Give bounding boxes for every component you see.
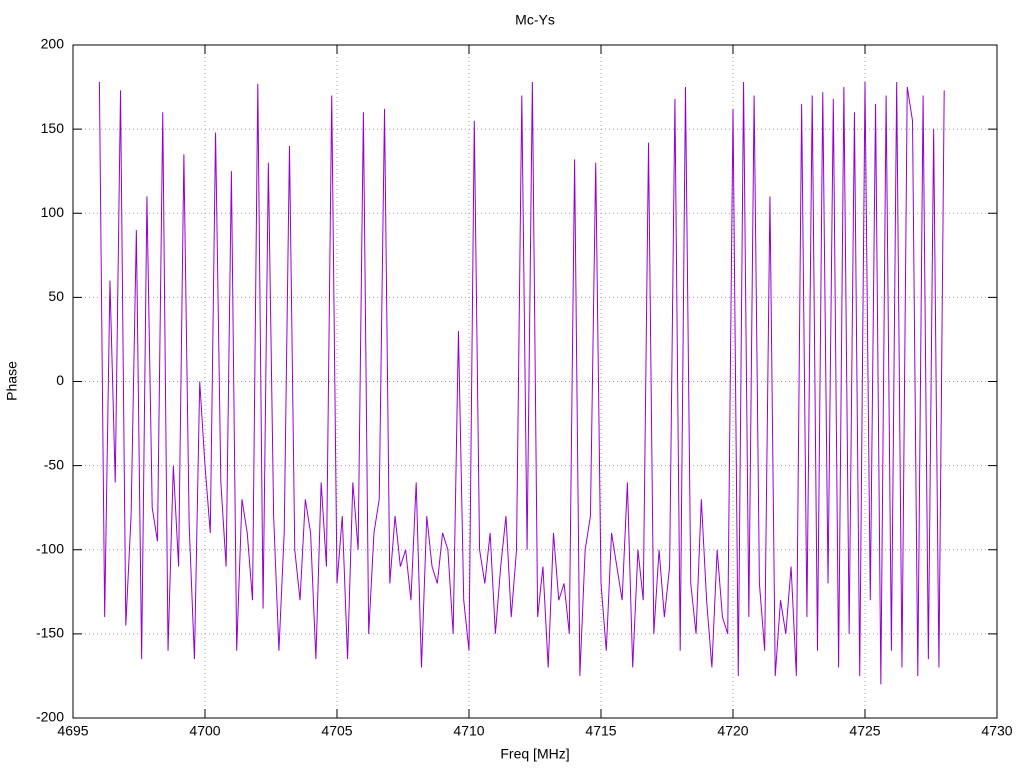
y-tick-label: 0: [56, 372, 64, 388]
plot-border: [72, 44, 998, 719]
x-tick-label: 4700: [189, 723, 220, 739]
x-tick-label: 4730: [981, 723, 1012, 739]
x-tick-label: 4720: [717, 723, 748, 739]
y-tick-label: 200: [41, 36, 65, 52]
chart-title: Mc-Ys: [515, 12, 555, 28]
x-axis-label: Freq [MHz]: [500, 746, 569, 762]
y-tick-label: 100: [41, 204, 65, 220]
y-tick-label: 50: [48, 288, 64, 304]
x-tick-label: 4705: [321, 723, 352, 739]
y-tick-label: -50: [44, 456, 64, 472]
x-tick-label: 4710: [453, 723, 484, 739]
y-axis-label: Phase: [4, 361, 20, 401]
y-tick-label: 150: [41, 120, 65, 136]
y-tick-label: -200: [36, 709, 64, 725]
x-tick-label: 4715: [585, 723, 616, 739]
y-tick-label: -100: [36, 540, 64, 556]
x-tick-label: 4695: [57, 723, 88, 739]
x-tick-label: 4725: [849, 723, 880, 739]
data-line: [98, 82, 945, 685]
y-tick-label: -150: [36, 625, 64, 641]
